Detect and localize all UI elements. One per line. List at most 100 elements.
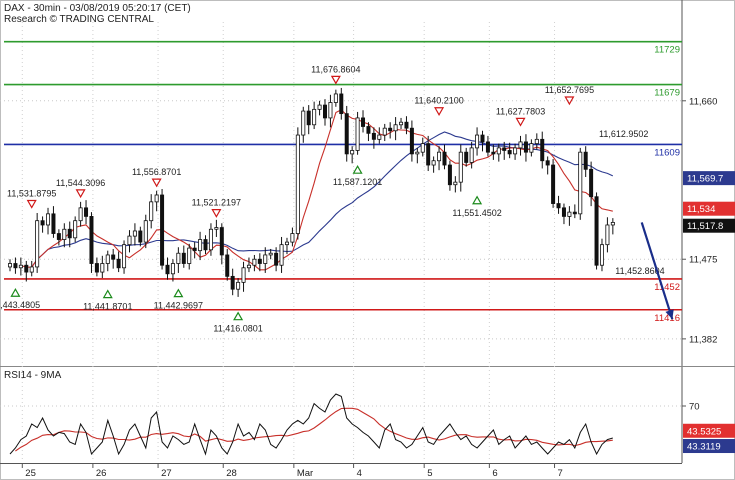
swing-high-label: 11,531.8795 — [7, 189, 56, 199]
candle-body — [540, 138, 545, 162]
candle-body — [567, 211, 572, 217]
swing-high-marker — [26, 199, 37, 209]
candle-body — [301, 110, 306, 136]
rsi-tag: 43.3119 — [687, 442, 721, 453]
candle-body — [100, 263, 105, 273]
candle-body — [89, 216, 94, 264]
rsi-tag-bg — [683, 439, 735, 454]
time-axis: 25 26 27 28 Mar 4 5 6 7 — [21, 463, 563, 479]
candle-body — [116, 258, 121, 269]
candle-body — [122, 244, 127, 269]
candle-body — [404, 121, 409, 129]
candle-body — [377, 134, 382, 140]
candle-body — [187, 247, 192, 264]
candle-body — [583, 151, 588, 170]
swing-high-label: 11,640.2100 — [414, 96, 463, 106]
candle-body — [458, 151, 463, 183]
candle-body — [78, 207, 83, 222]
rsi-moving-average-line — [15, 407, 613, 452]
candle-body — [62, 228, 67, 240]
candle-body — [502, 147, 507, 151]
candle-body — [160, 194, 165, 266]
candle-body — [154, 194, 159, 203]
swing-low-marker — [352, 165, 363, 174]
time-axis-label: 27 — [161, 468, 172, 479]
candle-body — [322, 104, 327, 119]
forecast-arrow — [640, 222, 674, 320]
fast-moving-average-line — [20, 109, 613, 271]
candle-body — [361, 117, 366, 127]
moving-averages — [20, 109, 614, 271]
swing-low-label: 11,551.4502 — [452, 208, 501, 218]
candle-body — [257, 258, 262, 264]
candle-body — [399, 121, 404, 126]
candle-body — [328, 102, 333, 119]
candle-body — [350, 150, 355, 155]
swing-low-label: 11,442.9697 — [154, 301, 203, 311]
candle-body — [344, 113, 349, 155]
candle-body — [165, 264, 170, 275]
candle-body — [56, 233, 61, 240]
candle-body — [556, 203, 561, 209]
candle-body — [594, 196, 599, 266]
candle-body — [263, 254, 268, 264]
time-axis-label: 7 — [558, 468, 563, 479]
candle-body — [284, 241, 289, 246]
swing-high-marker — [515, 117, 526, 127]
swing-high-marker — [434, 107, 445, 116]
price-note-label: 11,452.8604 — [615, 266, 664, 276]
time-axis-label: 5 — [427, 468, 432, 479]
swing-high-marker — [330, 75, 341, 85]
swing-low-marker — [233, 311, 244, 321]
candle-body — [578, 151, 583, 215]
candle-body — [475, 134, 480, 149]
price-tag-bg — [683, 218, 735, 233]
time-axis-label: 28 — [226, 468, 237, 479]
candle-body — [73, 220, 78, 239]
candle-body — [426, 143, 431, 166]
candle-body — [192, 247, 197, 252]
candle-body — [18, 264, 23, 269]
swing-high-label: 11,521.2197 — [192, 198, 241, 208]
candle-body — [214, 227, 219, 230]
level-label-pivot: 11609 — [654, 147, 680, 158]
swing-high-label: 11,544.3096 — [56, 178, 105, 188]
chart-source: Research © TRADING CENTRAL — [4, 14, 154, 25]
candle-body — [534, 138, 539, 145]
candle-body — [219, 227, 224, 256]
candle-body — [111, 254, 116, 260]
rsi-tag-bg — [683, 423, 735, 438]
key-levels: 11729 11679 11609 11452 11416 — [4, 40, 682, 324]
swing-low-label: 11,441.8701 — [83, 302, 132, 312]
time-axis-label: 25 — [25, 468, 36, 479]
time-axis-label: 26 — [96, 468, 107, 479]
candle-body — [453, 181, 458, 186]
swing-low-marker — [10, 288, 21, 297]
candle-body — [371, 132, 376, 140]
candle-body — [317, 104, 322, 110]
candle-body — [170, 263, 175, 275]
swing-high-label: 11,556.8701 — [132, 167, 181, 177]
rsi-series — [9, 393, 613, 456]
candle-body — [46, 213, 51, 226]
candle-body — [138, 230, 143, 243]
chart-title: DAX - 30min - 03/08/2019 05:20:17 (CET) — [4, 3, 191, 14]
price-tag-bg — [683, 201, 735, 216]
candle-body — [105, 254, 110, 264]
candle-body — [420, 143, 425, 153]
candle-body — [415, 151, 420, 155]
candle-body — [469, 147, 474, 163]
level-label-resistance: 11679 — [654, 88, 680, 99]
swing-low-marker — [173, 288, 184, 298]
candle-body — [605, 224, 610, 246]
candle-body — [599, 244, 604, 266]
candle-body — [230, 275, 235, 290]
candle-body — [513, 147, 518, 155]
candle-body — [94, 263, 99, 273]
candle-body — [437, 151, 442, 162]
level-label-resistance: 11729 — [654, 45, 680, 56]
time-axis-label: 4 — [357, 468, 362, 479]
